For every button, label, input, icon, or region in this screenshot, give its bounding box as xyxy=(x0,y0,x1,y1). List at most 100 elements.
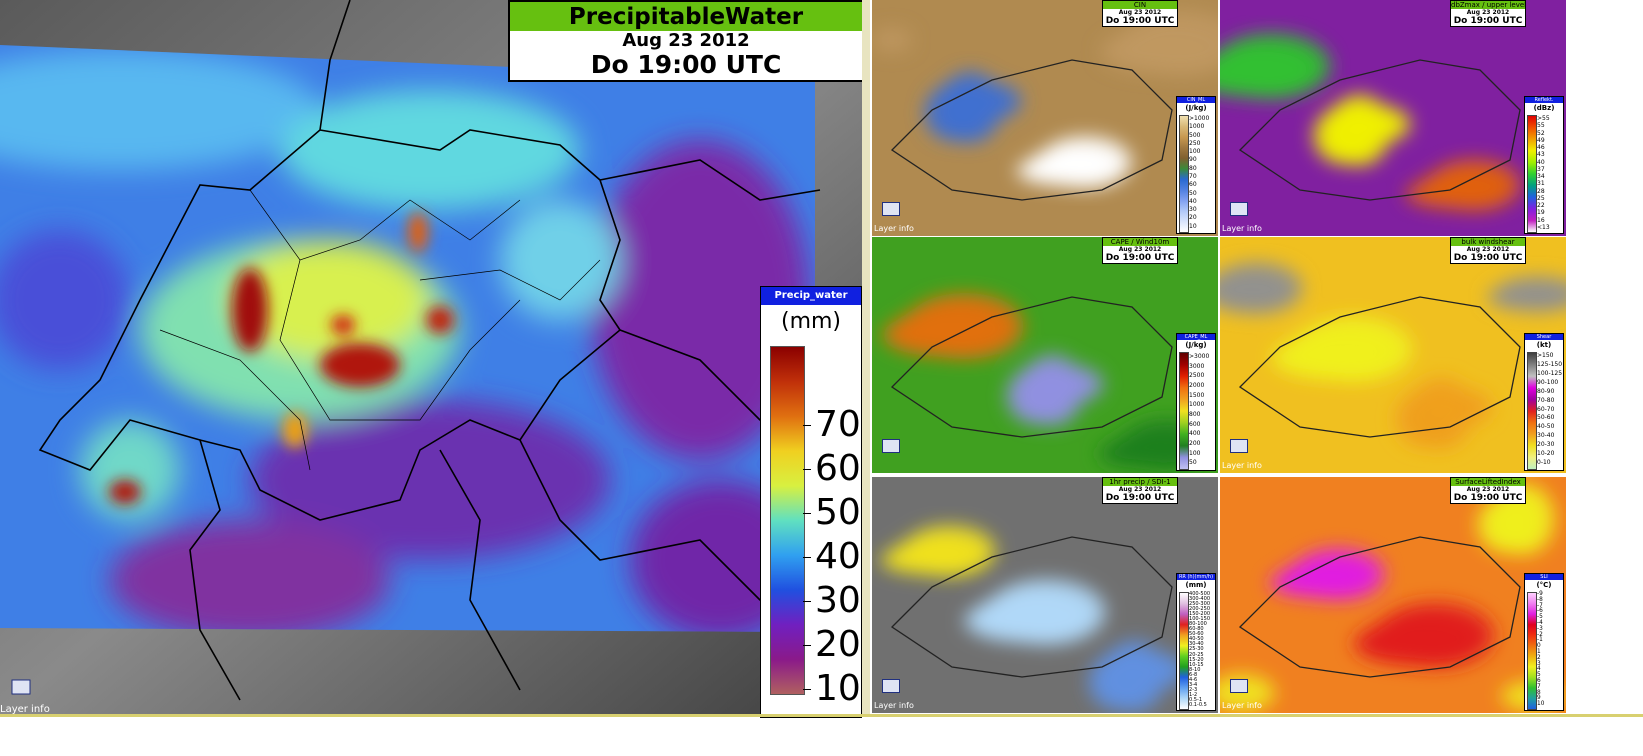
panel-legend-label: 50 xyxy=(1189,459,1197,467)
panel-legend-label: 150-200 xyxy=(1189,611,1211,618)
panel-legend-label: -4 xyxy=(1537,620,1543,626)
main-map xyxy=(0,0,862,716)
panel: CIN Aug 23 2012 Do 19:00 UTC CIN_ML (J/kg) >1… xyxy=(872,0,1218,236)
panel-legend-label: 52 xyxy=(1537,129,1545,137)
panel-map xyxy=(1220,483,1565,712)
layer-icon[interactable] xyxy=(1230,439,1248,453)
panel-legend-unit: (J/kg) xyxy=(1185,341,1207,349)
panel-legend-title: CAPE_ML xyxy=(1177,334,1215,340)
panel-legend-label: 2500 xyxy=(1189,372,1205,380)
panel-legend-label: 50-60 xyxy=(1189,631,1204,638)
legend-tick-label: 70 xyxy=(815,404,861,446)
layer-icon[interactable] xyxy=(11,679,31,695)
main-title: PrecipitableWater xyxy=(510,2,862,31)
panel-legend-label: -8 xyxy=(1537,596,1543,603)
panel-legend-label: 60-70 xyxy=(1537,405,1555,413)
panel-legend-label: 0.1-0.5 xyxy=(1189,701,1207,708)
panel-legend-label: 2-3 xyxy=(1189,686,1198,693)
panel-legend-label: 22 xyxy=(1537,202,1545,209)
panel-legend-label: 250 xyxy=(1189,139,1201,147)
panel-legend-label: 25-30 xyxy=(1189,646,1204,653)
panel-legend-label: 8 xyxy=(1537,689,1541,696)
main-date: Aug 23 2012 xyxy=(622,30,750,51)
panel-legend-label: 30-40 xyxy=(1189,641,1204,648)
panel-legend: Reflekt. (dBz) >55 55 52 49 46 43 40 37 34 31 28 25 22… xyxy=(1524,96,1564,234)
panel-colorbar xyxy=(1527,592,1537,710)
divider xyxy=(862,0,870,716)
layer-info[interactable]: Layer info xyxy=(0,704,50,715)
panel: bulk windshear Aug 23 2012 Do 19:00 UTC She… xyxy=(1220,237,1566,473)
legend-tick-label: 60 xyxy=(815,447,861,489)
panel-legend-label: 100 xyxy=(1189,148,1201,156)
panel-title: dbZmax / upper level winds xyxy=(1451,1,1525,9)
panel-map xyxy=(1220,262,1566,449)
panel-legend-label: 25 xyxy=(1537,194,1545,202)
panel-header: dbZmax / upper level windsAug 23 2012Do … xyxy=(1450,0,1526,27)
panel-colorbar xyxy=(1179,115,1189,233)
panel-legend-label: 1-2 xyxy=(1189,691,1198,698)
panel-legend-label: 1500 xyxy=(1189,391,1205,399)
legend-tick-label: 40 xyxy=(815,535,861,577)
layer-icon[interactable] xyxy=(882,439,900,453)
layer-icon[interactable] xyxy=(1230,202,1248,216)
panel-legend-label: 300-400 xyxy=(1189,596,1211,603)
panel-legend-label: 1000 xyxy=(1189,401,1205,409)
legend-tick xyxy=(803,425,811,427)
panel-legend-title: CIN_ML xyxy=(1177,97,1215,103)
panel-legend-label: 28 xyxy=(1537,187,1545,195)
layer-info[interactable]: Layer info xyxy=(1222,701,1262,710)
panel-title: CAPE / Wind10m xyxy=(1103,238,1177,246)
layer-info[interactable]: Layer info xyxy=(1222,224,1262,233)
layer-info[interactable]: Layer info xyxy=(874,701,914,710)
panel-legend-label: 19 xyxy=(1537,209,1545,217)
panel-time: Do 19:00 UTC xyxy=(1453,253,1523,263)
legend-tick xyxy=(803,512,811,514)
panel: SurfaceLiftedIndex Aug 23 2012 Do 19:00 UT… xyxy=(1220,477,1566,713)
panel-legend-label: -1 xyxy=(1537,637,1543,644)
status-line xyxy=(0,714,1643,717)
legend-tick xyxy=(803,468,811,470)
panel-legend-label: 0.5-1 xyxy=(1189,696,1203,703)
panel-legend-label: 9 xyxy=(1537,695,1541,702)
panel-legend-label: 20 xyxy=(1189,214,1197,222)
panel-legend-label: 0 xyxy=(1537,643,1541,650)
panel-legend-label: >55 xyxy=(1537,115,1550,122)
panel-legend-label: 4-6 xyxy=(1189,676,1198,683)
layer-info[interactable]: Layer info xyxy=(874,224,914,233)
legend-tick xyxy=(803,644,811,646)
panel-legend-label: 80 xyxy=(1189,164,1197,172)
panel-legend-label: 10-20 xyxy=(1537,450,1555,458)
panel-legend-label: -9 xyxy=(1537,591,1543,597)
panel-legend-label: 100-125 xyxy=(1537,369,1563,377)
layer-icon[interactable] xyxy=(1230,679,1248,693)
panel-legend-label: 60 xyxy=(1189,181,1197,189)
panel-legend-label: -2 xyxy=(1537,631,1543,638)
layer-icon[interactable] xyxy=(882,202,900,216)
panel: dbZmax / upper level windsAug 23 2012Do … xyxy=(1220,0,1566,236)
panel-title: SurfaceLiftedIndex xyxy=(1451,478,1525,486)
precip-field xyxy=(0,45,815,632)
panel-title: bulk windshear xyxy=(1451,238,1525,246)
panel-legend-label: 46 xyxy=(1537,144,1545,151)
panel-legend-label: 125-150 xyxy=(1537,360,1563,368)
panel-legend-label: 100-150 xyxy=(1189,616,1211,623)
layer-info[interactable]: Layer info xyxy=(1222,461,1262,470)
panel-legend-label: 55 xyxy=(1537,122,1545,130)
panel-legend: RR (h)(mm/h) (mm) 400-500 300-400 250-300 200… xyxy=(1176,573,1216,711)
panel-title: 1hr precip / SDI-1 xyxy=(1103,478,1177,486)
panel-date: Aug 23 2012 xyxy=(1466,246,1510,253)
panel-legend-label: 7 xyxy=(1537,683,1541,690)
panel-legend-label: 2000 xyxy=(1189,382,1205,389)
panel-colorbar xyxy=(1179,592,1189,710)
panel-time: Do 19:00 UTC xyxy=(1105,493,1175,503)
panel-legend-title: SLI xyxy=(1525,574,1563,580)
panel-legend-title: RR (h)(mm/h) xyxy=(1177,574,1215,580)
panel-title: CIN xyxy=(1103,1,1177,9)
layer-icon[interactable] xyxy=(882,679,900,693)
panel-legend-label: 70-80 xyxy=(1537,396,1555,404)
main-legend: Precip_water (mm) 70 60 50 40 30 20 10 xyxy=(760,286,862,718)
panel-legend-label: 8-10 xyxy=(1189,666,1201,673)
panel-legend-label: 6 xyxy=(1537,678,1541,684)
legend-tick xyxy=(803,688,811,690)
panel-legend-label: 30 xyxy=(1189,206,1197,214)
